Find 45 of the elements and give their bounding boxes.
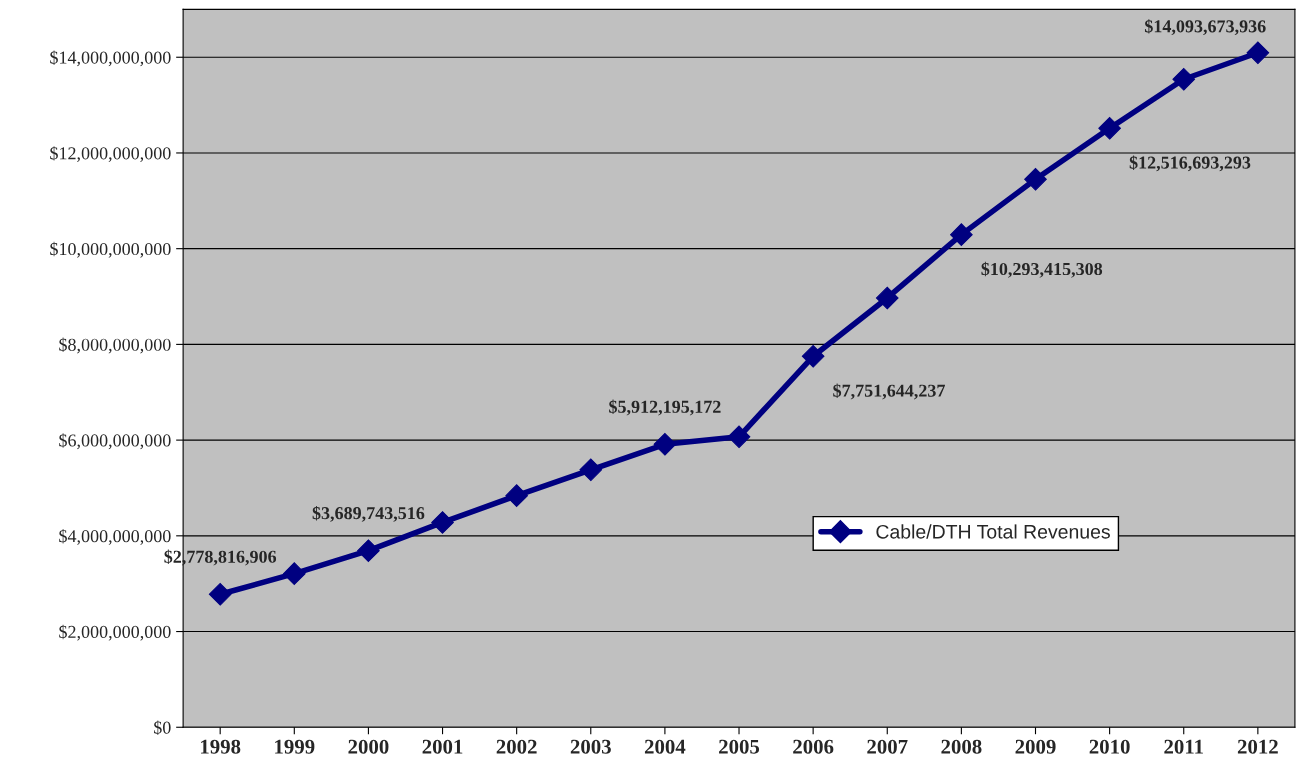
x-tick-label: 2010 — [1089, 739, 1130, 754]
y-tick-label: $14,000,000,000 — [50, 50, 171, 67]
point — [282, 562, 306, 585]
point — [208, 582, 232, 606]
x-tick-label: 2011 — [1164, 739, 1203, 754]
x-tick-label: 2004 — [644, 739, 686, 754]
point — [727, 425, 751, 449]
point — [1098, 116, 1121, 140]
x-tick-label: 1999 — [275, 739, 315, 754]
x-tick-label: 2006 — [793, 739, 834, 754]
point — [505, 484, 528, 507]
point — [801, 344, 825, 368]
point — [579, 458, 603, 482]
data-label: $10,293,415,308 — [981, 261, 1103, 278]
x-tick-label: 2012 — [1237, 739, 1278, 754]
x-tick-label: 2009 — [1015, 739, 1056, 754]
x-tick-label: 1998 — [201, 739, 241, 754]
point — [1024, 167, 1047, 191]
point — [1246, 41, 1270, 65]
x-tick-label: 2007 — [867, 739, 908, 754]
point — [950, 223, 973, 246]
y-tick-label: $2,000,000,000 — [59, 624, 171, 641]
y-tick-label: $12,000,000,000 — [50, 146, 171, 162]
x-tick-label: 2000 — [348, 739, 389, 754]
point — [357, 539, 380, 562]
data-label: $14,093,673,936 — [1144, 19, 1266, 36]
point — [1172, 67, 1196, 91]
data-label: $7,751,644,237 — [833, 383, 945, 400]
data-label: $12,516,693,293 — [1129, 155, 1251, 172]
legend-label: Cable/DTH Total Revenues — [876, 524, 1110, 539]
x-tick-label: 2003 — [570, 739, 611, 754]
point — [431, 511, 454, 534]
point — [875, 286, 899, 310]
y-tick-label: $0 — [154, 720, 171, 735]
y-tick-label: $6,000,000,000 — [59, 433, 171, 450]
x-tick-label: 2005 — [719, 739, 760, 754]
x-tick-label: 2002 — [496, 739, 537, 754]
y-tick-label: $8,000,000,000 — [59, 337, 171, 354]
point — [653, 432, 677, 456]
y-tick-label: $4,000,000,000 — [59, 529, 171, 545]
y-tick-label: $10,000,000,000 — [50, 241, 171, 258]
x-tick-label: 2008 — [941, 739, 982, 754]
data-label: $3,689,743,516 — [312, 505, 425, 522]
data-label: $5,912,195,172 — [609, 399, 721, 416]
x-tick-label: 2001 — [422, 739, 463, 754]
